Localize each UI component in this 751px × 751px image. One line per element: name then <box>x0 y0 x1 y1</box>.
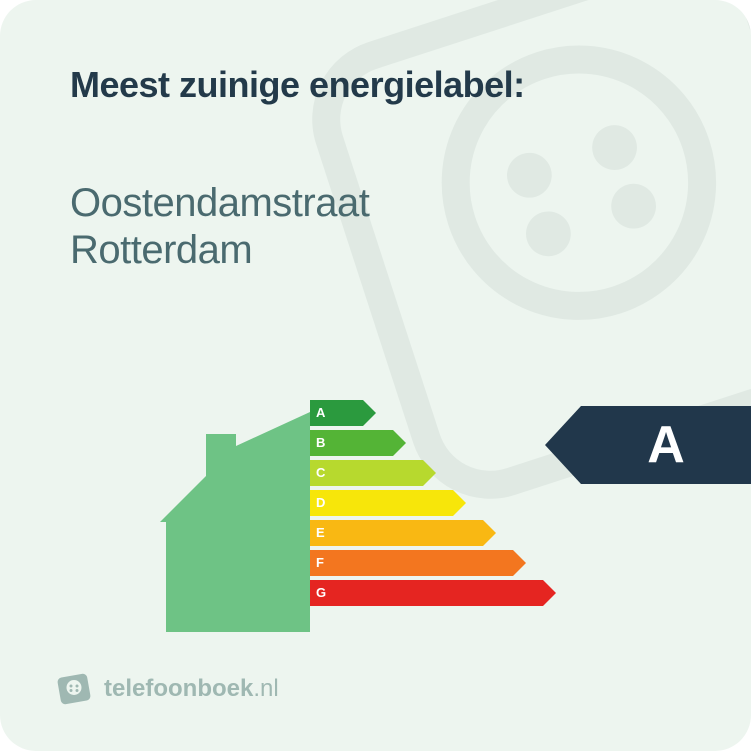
energy-bar-label: B <box>316 430 325 456</box>
footer-brand-name: telefoonboek <box>104 675 253 702</box>
energy-bar-b: B <box>310 430 556 456</box>
energy-bars: ABCDEFG <box>310 400 556 610</box>
energy-bar-g: G <box>310 580 556 606</box>
footer-brand-tld: .nl <box>253 675 278 702</box>
energy-bar-label: F <box>316 550 324 576</box>
energy-bar-label: A <box>316 400 325 426</box>
house-icon <box>160 412 310 632</box>
energy-bar-e: E <box>310 520 556 546</box>
energy-bar-c: C <box>310 460 556 486</box>
info-card: Meest zuinige energielabel: Oostendamstr… <box>0 0 751 751</box>
footer: telefoonboek.nl <box>56 671 279 707</box>
subtitle-line-1: Oostendamstraat <box>70 181 369 225</box>
energy-bar-f: F <box>310 550 556 576</box>
card-title: Meest zuinige energielabel: <box>70 64 525 106</box>
energy-bar-a: A <box>310 400 556 426</box>
energy-bar-label: G <box>316 580 326 606</box>
energy-bar-label: E <box>316 520 325 546</box>
energy-bar-label: D <box>316 490 325 516</box>
result-letter: A <box>581 406 751 484</box>
result-arrow-icon <box>545 406 581 484</box>
footer-logo-icon <box>56 671 92 707</box>
footer-brand: telefoonboek.nl <box>104 675 279 703</box>
energy-label-chart: ABCDEFG <box>160 392 550 632</box>
card-subtitle: Oostendamstraat Rotterdam <box>70 180 369 274</box>
energy-bar-d: D <box>310 490 556 516</box>
energy-bar-label: C <box>316 460 325 486</box>
subtitle-line-2: Rotterdam <box>70 228 252 272</box>
result-badge: A <box>545 406 751 484</box>
